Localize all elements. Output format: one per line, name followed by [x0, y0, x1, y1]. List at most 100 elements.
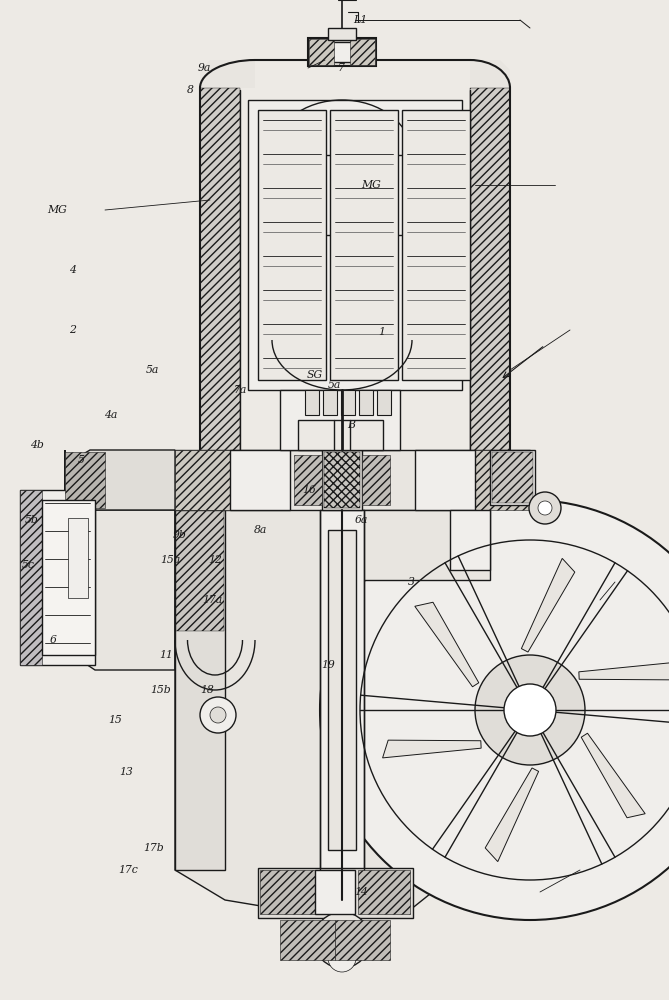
- Circle shape: [210, 707, 226, 723]
- Bar: [470, 88, 510, 490]
- Bar: [492, 452, 533, 503]
- Bar: [68, 518, 88, 598]
- Bar: [272, 155, 412, 235]
- Bar: [320, 42, 364, 62]
- Text: 3: 3: [408, 577, 415, 587]
- Bar: [328, 530, 356, 850]
- Polygon shape: [330, 510, 490, 580]
- Bar: [20, 490, 42, 665]
- Bar: [175, 450, 230, 510]
- Bar: [65, 452, 105, 508]
- Text: 12: 12: [209, 555, 222, 565]
- Bar: [323, 390, 337, 415]
- Text: 5a: 5a: [328, 380, 341, 390]
- Circle shape: [538, 501, 552, 515]
- Bar: [475, 450, 530, 510]
- Text: 6a: 6a: [355, 515, 368, 525]
- Bar: [309, 39, 334, 65]
- Bar: [308, 38, 376, 66]
- Text: 9a: 9a: [197, 63, 211, 73]
- Text: 15b: 15b: [150, 685, 171, 695]
- Text: 17a: 17a: [203, 595, 223, 605]
- Bar: [260, 870, 315, 914]
- Bar: [200, 88, 240, 490]
- Bar: [175, 510, 225, 870]
- Text: 4a: 4a: [104, 410, 117, 420]
- Text: B: B: [347, 420, 355, 430]
- Polygon shape: [415, 602, 479, 687]
- Polygon shape: [200, 60, 510, 88]
- Bar: [402, 110, 470, 380]
- Bar: [280, 920, 335, 960]
- Text: 19: 19: [321, 660, 334, 670]
- Polygon shape: [521, 558, 575, 652]
- Circle shape: [475, 655, 585, 765]
- Bar: [176, 511, 224, 631]
- Bar: [415, 450, 475, 510]
- Polygon shape: [65, 450, 175, 670]
- Text: 14: 14: [355, 887, 368, 897]
- Circle shape: [529, 492, 561, 524]
- Polygon shape: [485, 768, 539, 862]
- Text: 9b: 9b: [173, 530, 186, 540]
- Bar: [328, 28, 356, 40]
- Bar: [298, 420, 383, 450]
- Bar: [335, 920, 390, 960]
- Text: MG: MG: [47, 205, 67, 215]
- Bar: [280, 390, 400, 450]
- Bar: [490, 450, 535, 505]
- Text: 2: 2: [69, 325, 76, 335]
- Polygon shape: [383, 740, 481, 758]
- Text: 5b: 5b: [25, 515, 39, 525]
- Polygon shape: [579, 662, 669, 680]
- Text: 16: 16: [302, 485, 316, 495]
- Text: 11: 11: [159, 650, 173, 660]
- Text: 5a: 5a: [146, 365, 159, 375]
- Text: 18: 18: [201, 685, 214, 695]
- Polygon shape: [581, 733, 645, 818]
- Text: 13: 13: [119, 767, 132, 777]
- Bar: [175, 450, 530, 510]
- Bar: [359, 390, 373, 415]
- Polygon shape: [175, 510, 510, 910]
- Bar: [358, 870, 410, 914]
- Bar: [305, 390, 319, 415]
- Bar: [320, 510, 364, 900]
- Text: 8: 8: [187, 85, 194, 95]
- Bar: [350, 39, 375, 65]
- Circle shape: [320, 500, 669, 920]
- Text: 1: 1: [378, 327, 385, 337]
- Text: L1: L1: [353, 15, 367, 25]
- Polygon shape: [65, 450, 175, 510]
- Text: 4b: 4b: [30, 440, 43, 450]
- Bar: [341, 390, 355, 415]
- Circle shape: [328, 944, 356, 972]
- Bar: [450, 510, 490, 570]
- Bar: [362, 455, 390, 505]
- Bar: [324, 452, 360, 508]
- Circle shape: [504, 684, 556, 736]
- Bar: [258, 868, 413, 918]
- Circle shape: [314, 912, 370, 968]
- Text: 4: 4: [69, 265, 76, 275]
- Text: 7a: 7a: [234, 385, 248, 395]
- Text: 15a: 15a: [161, 555, 181, 565]
- Bar: [230, 450, 290, 510]
- Bar: [248, 100, 462, 390]
- Text: 7: 7: [338, 63, 345, 73]
- Bar: [258, 110, 326, 380]
- Text: MG: MG: [361, 180, 381, 190]
- Bar: [322, 450, 362, 510]
- Bar: [294, 455, 322, 505]
- Text: 5c: 5c: [21, 560, 35, 570]
- Bar: [42, 500, 95, 655]
- Bar: [377, 390, 391, 415]
- Text: 6: 6: [50, 635, 57, 645]
- Text: 17b: 17b: [143, 843, 165, 853]
- Text: 8a: 8a: [254, 525, 268, 535]
- Bar: [20, 490, 95, 665]
- Text: 17c: 17c: [118, 865, 138, 875]
- Text: SG: SG: [306, 370, 322, 380]
- Circle shape: [200, 697, 236, 733]
- Text: 5: 5: [78, 455, 85, 465]
